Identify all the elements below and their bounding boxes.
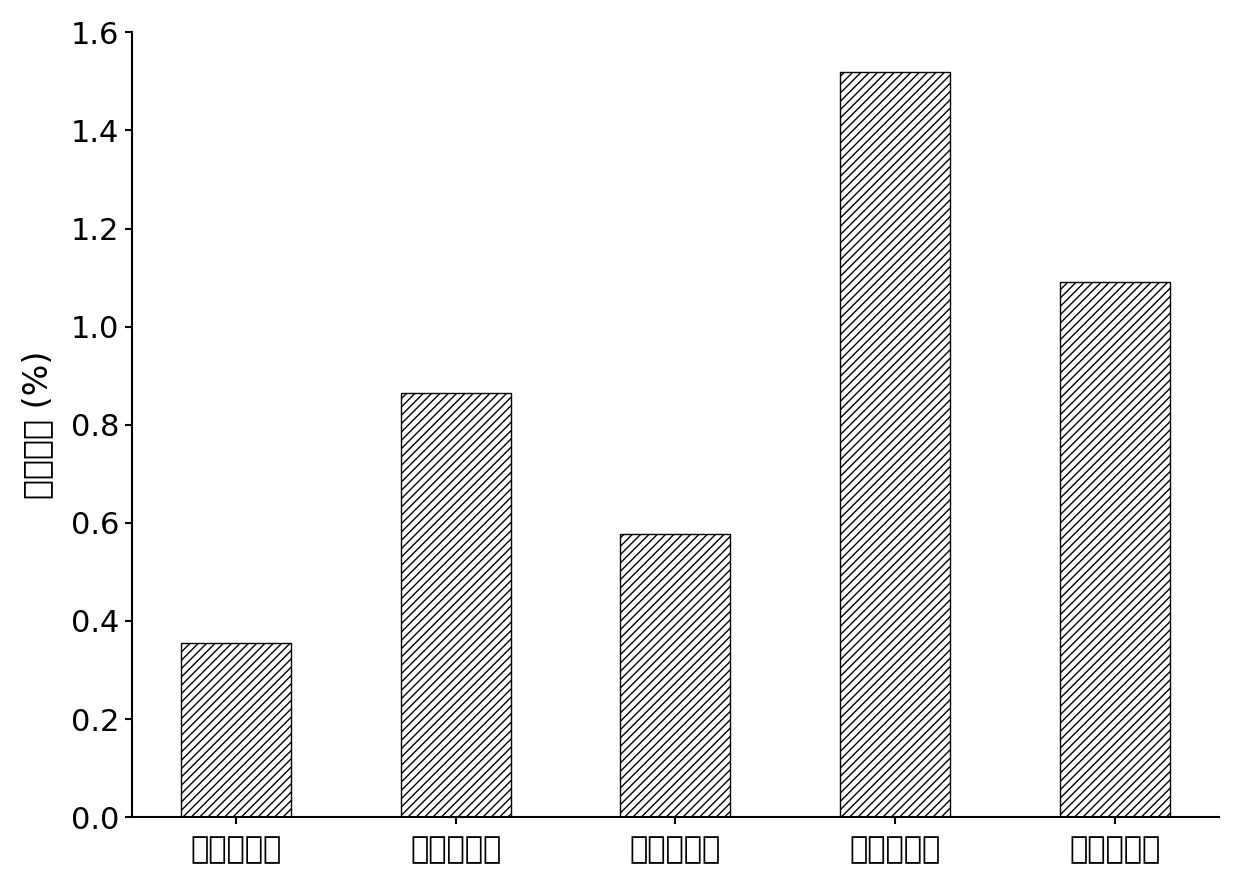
Bar — [181, 643, 291, 817]
Bar — [841, 72, 950, 817]
Bar — [401, 393, 511, 817]
Y-axis label: 破坏应变 (%): 破坏应变 (%) — [21, 350, 53, 499]
Bar — [620, 535, 730, 817]
Bar — [1060, 282, 1169, 817]
